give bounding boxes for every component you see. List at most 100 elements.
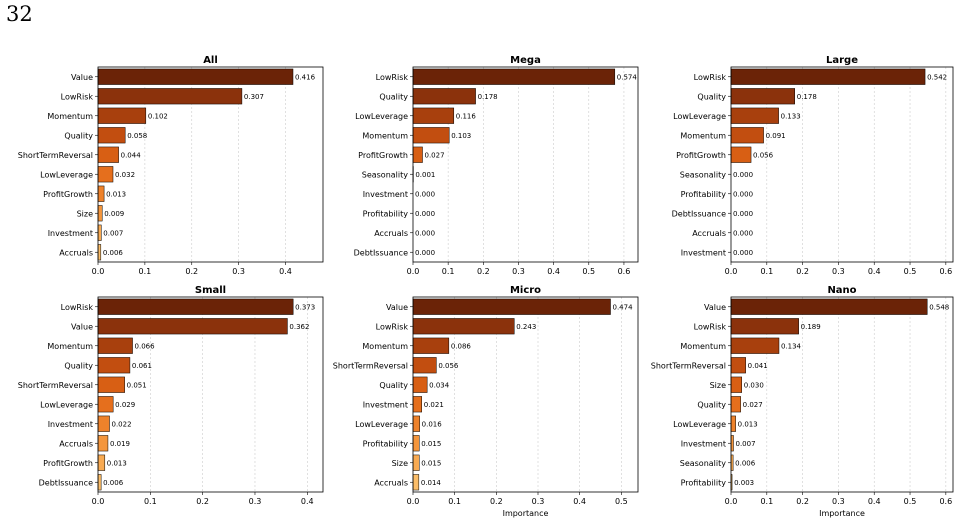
- category-label: Profitability: [363, 209, 409, 218]
- category-label: Value: [704, 303, 726, 312]
- bar-Investment: [412, 396, 422, 413]
- category-label: DebtIssuance: [354, 248, 408, 257]
- bar-ProfitGrowth: [412, 146, 423, 163]
- value-label: 0.029: [115, 401, 135, 409]
- category-label: LowRisk: [694, 73, 727, 82]
- bar-Accruals: [97, 435, 109, 452]
- x-tick-label: 0.1: [442, 267, 455, 276]
- bar-Quality: [97, 127, 126, 144]
- value-label: 0.007: [736, 440, 756, 448]
- x-tick-label: 0.5: [904, 497, 917, 506]
- category-label: LowRisk: [61, 303, 94, 312]
- bar-LowRisk: [97, 298, 294, 315]
- category-label: Value: [71, 322, 93, 331]
- x-tick-label: 0.4: [279, 267, 292, 276]
- bar-Profitability: [412, 435, 420, 452]
- value-label: 0.000: [415, 210, 435, 218]
- value-label: 0.416: [295, 73, 316, 81]
- category-label: Profitability: [681, 190, 727, 199]
- value-label: 0.019: [110, 440, 130, 448]
- value-label: 0.058: [127, 132, 147, 140]
- category-label: Accruals: [59, 248, 93, 257]
- x-tick-label: 0.3: [512, 267, 525, 276]
- bar-Size: [730, 376, 742, 393]
- category-label: LowLeverage: [40, 170, 93, 179]
- value-label: 0.001: [415, 171, 435, 179]
- category-label: LowLeverage: [673, 112, 726, 121]
- x-tick-label: 0.3: [232, 267, 245, 276]
- x-axis-label: Importance: [503, 509, 549, 518]
- bar-LowRisk: [730, 318, 799, 335]
- x-tick-label: 0.2: [477, 267, 490, 276]
- x-tick-label: 0.3: [532, 497, 545, 506]
- category-label: Investment: [363, 400, 408, 409]
- category-label: ProfitGrowth: [43, 190, 93, 199]
- value-label: 0.056: [753, 151, 774, 159]
- category-label: Quality: [379, 92, 408, 101]
- value-label: 0.243: [516, 323, 536, 331]
- bar-ShortTermReversal: [97, 146, 119, 163]
- bar-Value: [730, 298, 928, 315]
- x-tick-label: 0.2: [185, 267, 198, 276]
- category-label: ShortTermReversal: [18, 151, 93, 160]
- value-label: 0.116: [456, 112, 477, 120]
- x-tick-label: 0.6: [939, 267, 952, 276]
- category-label: Investment: [48, 420, 93, 429]
- category-label: Investment: [681, 439, 726, 448]
- x-tick-label: 0.1: [760, 497, 773, 506]
- value-label: 0.041: [748, 362, 768, 370]
- category-label: ShortTermReversal: [18, 381, 93, 390]
- chart-panel-nano: 0.548 Value 0.189 LowRisk 0.134 Momentum 0.041…: [651, 285, 954, 518]
- bar-LowLeverage: [97, 166, 114, 183]
- value-label: 0.000: [733, 249, 753, 257]
- value-label: 0.066: [135, 342, 156, 350]
- value-label: 0.022: [112, 420, 132, 428]
- category-label: Seasonality: [362, 170, 409, 179]
- category-label: Momentum: [47, 342, 93, 351]
- bar-Accruals: [412, 474, 420, 491]
- x-tick-label: 0.6: [618, 267, 631, 276]
- value-label: 0.013: [107, 459, 127, 467]
- x-tick-label: 0.3: [832, 267, 845, 276]
- category-label: Value: [386, 303, 408, 312]
- category-label: LowRisk: [694, 322, 727, 331]
- bar-LowRisk: [412, 68, 616, 85]
- value-label: 0.015: [421, 440, 441, 448]
- bar-Quality: [730, 396, 741, 413]
- chart-title: All: [203, 55, 218, 66]
- value-label: 0.000: [415, 229, 435, 237]
- x-tick-label: 0.0: [725, 497, 738, 506]
- bar-ShortTermReversal: [412, 357, 437, 374]
- value-label: 0.027: [743, 401, 763, 409]
- value-label: 0.013: [106, 190, 126, 198]
- value-label: 0.178: [478, 93, 498, 101]
- category-label: Quality: [64, 131, 93, 140]
- x-tick-label: 0.2: [196, 497, 209, 506]
- value-label: 0.014: [421, 479, 442, 487]
- plot-frame: [97, 66, 324, 263]
- category-label: Value: [71, 73, 93, 82]
- category-label: Accruals: [374, 478, 408, 487]
- bar-LowLeverage: [412, 415, 420, 432]
- bar-LowLeverage: [97, 396, 114, 413]
- value-label: 0.007: [103, 229, 123, 237]
- bar-DebtIssuance: [97, 474, 102, 491]
- bar-LowLeverage: [412, 107, 455, 124]
- value-label: 0.373: [295, 303, 315, 311]
- x-tick-label: 0.3: [249, 497, 262, 506]
- category-label: DebtIssuance: [39, 478, 93, 487]
- value-label: 0.102: [148, 112, 168, 120]
- category-label: Momentum: [362, 342, 408, 351]
- category-label: Size: [710, 381, 727, 390]
- category-label: Accruals: [692, 229, 726, 238]
- bar-Momentum: [412, 337, 450, 354]
- category-label: ProfitGrowth: [358, 151, 408, 160]
- category-label: Profitability: [363, 439, 409, 448]
- x-tick-label: 0.1: [139, 267, 152, 276]
- bar-LowLeverage: [730, 107, 779, 124]
- bar-Investment: [97, 224, 102, 241]
- x-tick-label: 0.0: [407, 267, 420, 276]
- value-label: 0.000: [733, 171, 753, 179]
- bar-Momentum: [97, 107, 147, 124]
- plot-frame: [730, 66, 954, 263]
